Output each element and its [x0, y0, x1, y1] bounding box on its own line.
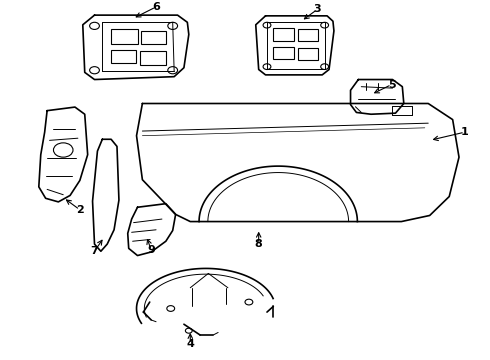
Bar [298, 48, 319, 60]
Text: 7: 7 [91, 246, 98, 256]
Bar [273, 47, 294, 59]
Bar [111, 30, 138, 44]
Text: 1: 1 [461, 127, 469, 137]
Text: 6: 6 [152, 2, 160, 12]
Text: 5: 5 [388, 80, 395, 90]
Text: 2: 2 [76, 205, 84, 215]
Bar [298, 30, 319, 41]
Text: 8: 8 [255, 239, 263, 249]
Bar [141, 51, 166, 64]
Text: 4: 4 [186, 339, 194, 349]
Bar [111, 50, 136, 63]
Bar [273, 28, 294, 41]
Bar [141, 31, 166, 45]
Text: 9: 9 [147, 245, 155, 255]
Text: 3: 3 [314, 4, 321, 14]
